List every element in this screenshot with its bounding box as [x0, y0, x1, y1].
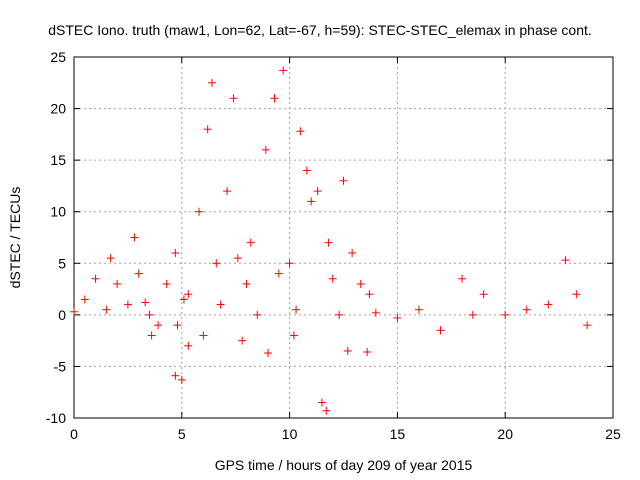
data-point: [363, 347, 372, 356]
data-point: [184, 290, 193, 299]
y-tick-label: 25: [50, 49, 66, 65]
data-point: [479, 290, 488, 299]
data-point: [365, 290, 374, 299]
x-tick-label: 5: [178, 426, 186, 442]
data-point: [335, 310, 344, 319]
data-point: [324, 238, 333, 247]
data-point: [270, 94, 279, 103]
data-point: [195, 207, 204, 216]
data-point: [501, 310, 510, 319]
y-tick-label: 20: [50, 101, 66, 117]
y-tick-label: 5: [58, 255, 66, 271]
data-point: [102, 305, 111, 314]
data-point: [561, 256, 570, 265]
data-point: [279, 66, 288, 75]
y-tick-label: 15: [50, 152, 66, 168]
data-point: [356, 279, 365, 288]
data-point: [313, 187, 322, 196]
x-axis-label: GPS time / hours of day 209 of year 2015: [215, 457, 473, 473]
y-tick-label: 10: [50, 204, 66, 220]
data-point: [458, 274, 467, 283]
data-point: [274, 269, 283, 278]
x-tick-label: 0: [70, 426, 78, 442]
data-point: [173, 321, 182, 330]
data-points: [70, 66, 592, 415]
data-point: [233, 254, 242, 263]
data-point: [171, 248, 180, 257]
data-point: [572, 290, 581, 299]
data-point: [154, 321, 163, 330]
data-point: [371, 308, 380, 317]
data-point: [106, 254, 115, 263]
data-point: [80, 295, 89, 304]
data-point: [177, 375, 186, 384]
data-point: [296, 127, 305, 136]
data-point: [307, 197, 316, 206]
data-point: [199, 331, 208, 340]
data-point: [343, 346, 352, 355]
data-point: [468, 310, 477, 319]
y-tick-label: -10: [46, 410, 66, 426]
data-point: [229, 94, 238, 103]
data-point: [216, 300, 225, 309]
data-point: [203, 125, 212, 134]
data-point: [134, 269, 143, 278]
data-point: [207, 78, 216, 87]
data-point: [184, 341, 193, 350]
data-point: [91, 274, 100, 283]
data-point: [348, 248, 357, 257]
x-tick-label: 10: [282, 426, 298, 442]
data-point: [70, 307, 78, 316]
y-tick-label: -5: [54, 358, 67, 374]
data-point: [436, 326, 445, 335]
data-point: [223, 187, 232, 196]
x-tick-label: 15: [390, 426, 406, 442]
data-point: [317, 398, 326, 407]
data-point: [393, 313, 402, 322]
data-point: [242, 279, 251, 288]
data-point: [130, 233, 139, 242]
data-point: [238, 336, 247, 345]
data-point: [113, 279, 122, 288]
y-axis-label: dSTEC / TECUs: [7, 187, 23, 289]
data-point: [544, 300, 553, 309]
chart-title: dSTEC Iono. truth (maw1, Lon=62, Lat=-67…: [48, 22, 592, 38]
data-point: [522, 305, 531, 314]
grid-lines: [74, 57, 613, 418]
data-point: [261, 145, 270, 154]
data-point: [246, 238, 255, 247]
data-point: [147, 331, 156, 340]
data-point: [289, 331, 298, 340]
data-point: [292, 305, 301, 314]
data-point: [171, 371, 180, 380]
data-point: [264, 349, 273, 358]
x-tick-label: 20: [497, 426, 513, 442]
data-point: [212, 259, 221, 268]
data-point: [414, 305, 423, 314]
data-point: [145, 310, 154, 319]
y-tick-label: 0: [58, 307, 66, 323]
data-point: [328, 274, 337, 283]
data-point: [123, 300, 132, 309]
data-point: [583, 321, 592, 330]
data-point: [322, 406, 331, 415]
axis-ticks: 0 5 10 15 20 25 -10 -5 0 5 10 15 20 25: [46, 49, 621, 442]
data-point: [141, 298, 150, 307]
data-point: [253, 310, 262, 319]
plot-frame: [73, 56, 614, 419]
data-point: [162, 279, 171, 288]
data-point: [302, 166, 311, 175]
data-point: [285, 259, 294, 268]
data-point: [179, 295, 188, 304]
data-point: [339, 176, 348, 185]
x-tick-label: 25: [605, 426, 621, 442]
